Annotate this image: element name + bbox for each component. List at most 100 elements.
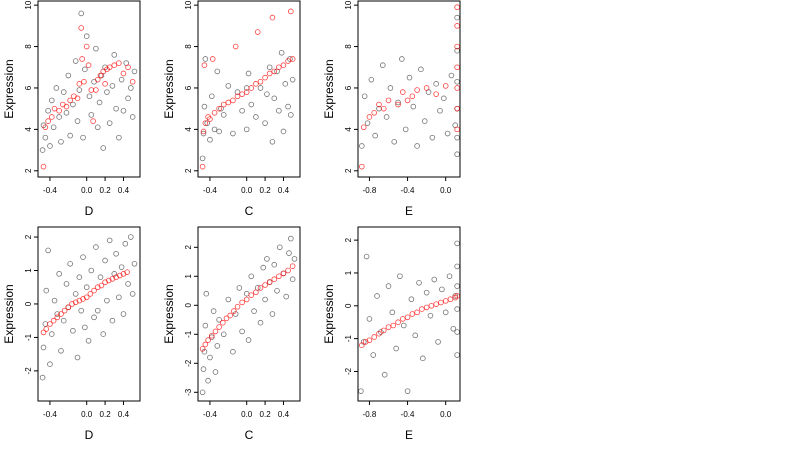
fitted-point [93,87,99,93]
y-tick-label: 10 [24,0,33,9]
observed-point [106,237,113,244]
x-tick-label: 0.0 [241,410,253,419]
fitted-point [380,327,387,334]
observed-point [454,47,460,54]
observed-point [452,293,459,299]
y-tick-label: 2 [24,168,33,173]
observed-point [122,240,129,247]
y-tick-label: 2 [344,237,353,242]
observed-point [100,331,107,337]
y-axis-label: Expression [322,284,336,343]
observed-point [120,107,127,114]
observed-point [454,306,460,312]
observed-point [276,244,283,251]
observed-point [245,70,252,77]
observed-point [131,68,138,75]
fitted-point [423,85,430,91]
observed-point [433,81,439,87]
fitted-point [225,99,232,106]
fitted-point [94,76,101,83]
observed-point [454,134,460,141]
observed-point [116,294,122,301]
fitted-point [395,101,401,108]
observed-point [243,290,250,297]
x-tick-label: 0.2 [260,410,272,419]
fitted-point [433,301,439,307]
fitted-point [81,78,87,85]
observed-point [269,139,276,145]
fitted-point [269,14,276,21]
fitted-point [385,97,392,104]
y-tick-label: 2 [184,168,193,173]
y-tick-label: 4 [184,127,193,132]
fitted-point [83,294,90,301]
fitted-point [243,89,250,95]
observed-point [442,309,449,316]
fitted-point [276,273,282,280]
series-observed [39,234,138,381]
observed-point [361,93,368,100]
fitted-point [116,272,123,279]
fitted-point [280,62,287,68]
observed-point [48,97,55,104]
observed-point [435,339,441,345]
observed-point [423,289,430,296]
observed-point [260,264,267,271]
observed-point [207,354,213,361]
fitted-point [371,334,378,340]
fitted-point [67,97,73,104]
x-axis-label: E [405,428,413,442]
fitted-point [243,296,250,303]
observed-point [128,234,134,240]
fitted-point [42,124,49,131]
fitted-point [202,120,209,126]
fitted-point [239,91,245,97]
fitted-point [223,315,230,322]
observed-point [74,354,81,361]
observed-point [85,337,92,344]
observed-point [429,134,436,141]
observed-point [444,130,451,137]
panel-r2c2: -0.4 0.0 0.2 0.4 -3 -2 -1 0 1 2 C Expression [162,226,301,442]
fitted-point [85,62,92,68]
fitted-point [40,329,47,336]
fitted-point [414,87,420,93]
y-tick-label: 8 [184,44,193,49]
observed-point [45,107,51,114]
observed-point [234,89,241,95]
fitted-point [454,23,460,29]
fitted-point [220,319,226,326]
observed-point [42,134,49,141]
fitted-point [271,276,278,283]
x-tick-label: 0.2 [260,186,272,195]
series-fitted [40,269,130,336]
observed-point [243,126,250,133]
observed-point [65,72,72,79]
observed-point [385,283,392,289]
observed-point [67,132,73,139]
observed-point [93,45,99,52]
fitted-point [106,64,113,71]
observed-point [269,311,276,317]
fitted-point [125,64,131,71]
fitted-point [390,322,397,329]
observed-point [201,348,208,355]
fitted-point [423,304,430,311]
observed-point [439,286,445,293]
x-tick-label: -0.8 [363,410,377,419]
fitted-point [80,296,86,302]
observed-point [94,307,101,314]
observed-point [211,126,218,133]
observed-point [86,93,93,100]
observed-point [232,311,239,317]
observed-point [374,293,380,299]
y-tick-label: 10 [344,0,353,9]
fitted-point [447,296,454,303]
fitted-point [227,312,233,319]
observed-point [82,66,88,73]
fitted-point [116,60,122,66]
fitted-point [380,105,387,112]
observed-point [278,49,285,56]
observed-point [82,324,88,331]
